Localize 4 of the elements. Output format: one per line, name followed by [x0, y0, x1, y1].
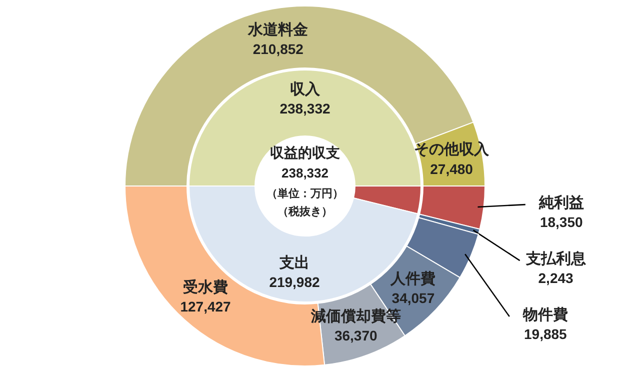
- annotation: （税抜き）: [278, 206, 332, 218]
- title: 収益的収支: [270, 144, 340, 161]
- annotation: （単位：万円）: [266, 188, 344, 200]
- subtitle: 238,332: [282, 165, 328, 180]
